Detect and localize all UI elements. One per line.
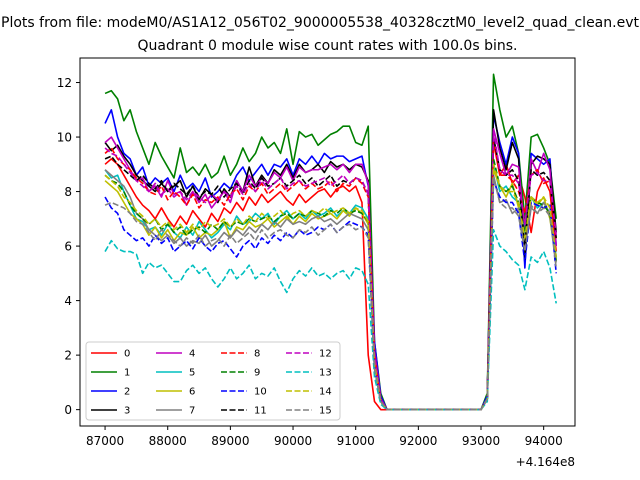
legend-label-12: 12 bbox=[319, 349, 332, 360]
series-line-15 bbox=[104, 177, 557, 411]
plot-area bbox=[104, 73, 557, 411]
x-tick-label: 91000 bbox=[337, 434, 375, 448]
legend-box bbox=[85, 341, 341, 421]
legend-label-3: 3 bbox=[124, 406, 130, 417]
axes-frame bbox=[79, 57, 576, 427]
legend-label-9: 9 bbox=[254, 368, 260, 379]
y-tick-label: 12 bbox=[57, 76, 72, 90]
legend-label-13: 13 bbox=[319, 368, 332, 379]
x-tick-label: 92000 bbox=[399, 434, 437, 448]
x-tick-label: 89000 bbox=[211, 434, 249, 448]
legend-label-6: 6 bbox=[189, 387, 195, 398]
legend-label-5: 5 bbox=[189, 368, 195, 379]
x-axis-offset-label: +4.164e8 bbox=[516, 455, 575, 469]
x-tick-label: 88000 bbox=[149, 434, 187, 448]
legend-label-10: 10 bbox=[254, 387, 267, 398]
legend-label-7: 7 bbox=[189, 406, 195, 417]
legend-label-0: 0 bbox=[124, 349, 130, 360]
y-tick-label: 8 bbox=[64, 185, 72, 199]
y-tick-label: 0 bbox=[64, 403, 72, 417]
x-axis: 87000 88000 89000 90000 91000 92000 93000 94000 bbox=[86, 426, 563, 448]
legend-label-15: 15 bbox=[319, 406, 332, 417]
y-tick-label: 6 bbox=[64, 240, 72, 254]
chart-title: Quadrant 0 module wise count rates with … bbox=[138, 38, 518, 54]
legend-label-14: 14 bbox=[319, 387, 332, 398]
legend-label-8: 8 bbox=[254, 349, 260, 360]
x-tick-label: 93000 bbox=[462, 434, 500, 448]
y-tick-label: 4 bbox=[64, 294, 72, 308]
legend-label-2: 2 bbox=[124, 387, 130, 398]
legend-label-1: 1 bbox=[124, 368, 130, 379]
y-tick-label: 2 bbox=[64, 349, 72, 363]
legend-label-11: 11 bbox=[254, 406, 267, 417]
x-tick-label: 94000 bbox=[525, 434, 563, 448]
legend-label-4: 4 bbox=[189, 349, 195, 360]
x-tick-label: 87000 bbox=[86, 434, 124, 448]
y-tick-label: 10 bbox=[57, 131, 72, 145]
x-tick-label: 90000 bbox=[274, 434, 312, 448]
series-line-13 bbox=[104, 228, 557, 411]
figure-suptitle: Plots from file: modeM0/AS1A12_056T02_90… bbox=[1, 15, 639, 31]
y-axis: 0 2 4 6 8 10 12 bbox=[57, 76, 80, 417]
